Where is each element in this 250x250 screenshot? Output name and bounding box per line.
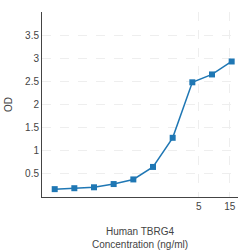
svg-text:2: 2 [33,99,39,110]
svg-text:15: 15 [224,201,236,212]
svg-text:1: 1 [33,145,39,156]
svg-text:Human TBRG4Concentration (ng/m: Human TBRG4Concentration (ng/ml) [92,226,188,250]
svg-text:1.5: 1.5 [25,122,39,133]
svg-text:3: 3 [33,53,39,64]
svg-text:2.5: 2.5 [25,76,39,87]
svg-text:5: 5 [196,201,202,212]
svg-text:OD: OD [3,97,14,112]
svg-text:3.5: 3.5 [25,30,39,41]
svg-text:0.5: 0.5 [25,168,39,179]
